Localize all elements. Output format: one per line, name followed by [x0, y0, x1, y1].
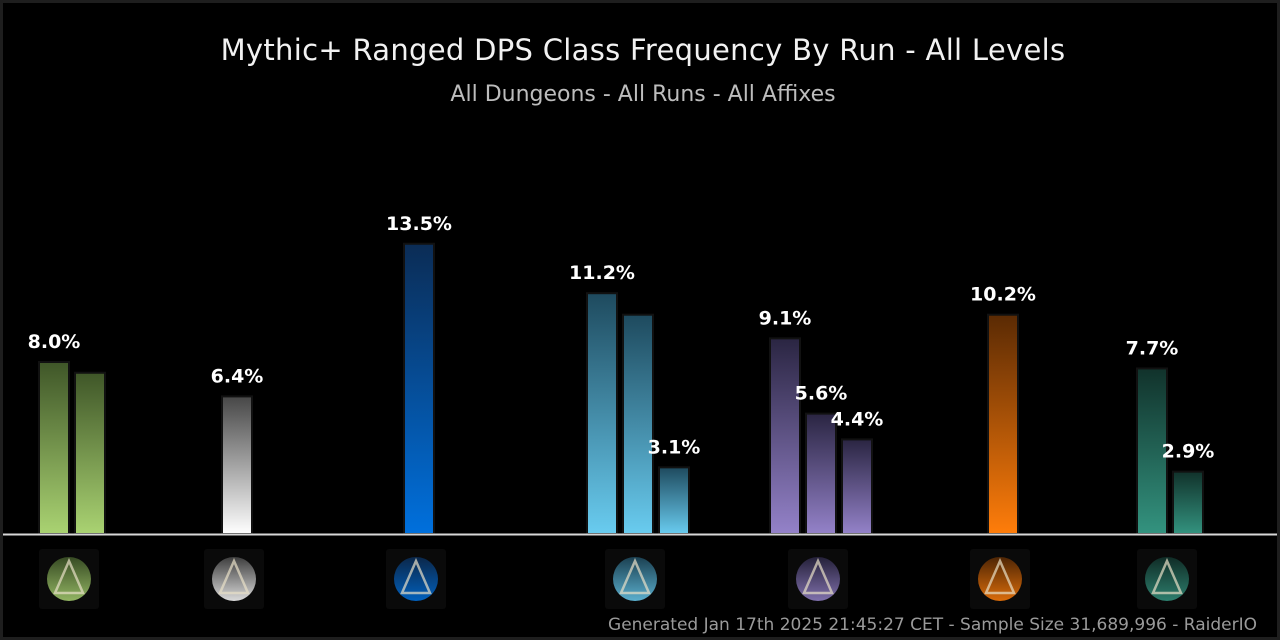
druid-claw-icon [970, 549, 1030, 609]
evoker-dragon-icon [1137, 549, 1197, 609]
data-label: 8.0% [28, 331, 81, 353]
data-label: 3.1% [648, 436, 701, 458]
data-label: 2.9% [1162, 441, 1215, 463]
chart-subtitle: All Dungeons - All Runs - All Affixes [450, 82, 836, 107]
bar-priest-shield-1 [221, 395, 253, 535]
chart-title: Mythic+ Ranged DPS Class Frequency By Ru… [220, 33, 1066, 67]
bar-mage-staff-2 [622, 313, 654, 536]
warlock-tentacle-icon [788, 549, 848, 609]
data-label: 13.5% [386, 213, 452, 235]
data-label: 6.4% [211, 365, 264, 387]
priest-shield-icon [204, 549, 264, 609]
data-label: 7.7% [1126, 337, 1179, 359]
shaman-totem-icon [386, 549, 446, 609]
bar-warlock-tentacle-2 [805, 412, 837, 536]
bar-hunter-bow-1 [38, 361, 70, 535]
mage-staff-icon [605, 549, 665, 609]
bar-druid-claw-1 [987, 313, 1019, 536]
footer-credits: Generated Jan 17th 2025 21:45:27 CET - S… [608, 615, 1257, 635]
bar-mage-staff-3 [658, 466, 690, 536]
data-label: 9.1% [759, 307, 812, 329]
bar-evoker-dragon-2 [1172, 470, 1204, 535]
bar-warlock-tentacle-1 [769, 337, 801, 535]
data-label: 4.4% [831, 408, 884, 430]
data-label: 10.2% [970, 284, 1036, 306]
bar-hunter-bow-2 [74, 371, 106, 535]
data-label: 11.2% [569, 262, 635, 284]
data-label: 5.6% [795, 383, 848, 405]
hunter-bow-icon [39, 549, 99, 609]
bar-shaman-totem-1 [403, 242, 435, 535]
bar-mage-staff-1 [586, 292, 618, 536]
bar-warlock-tentacle-3 [841, 438, 873, 535]
bar-chart: 8.0% 6.4% 13.5% 11.2% 3.1% 9.1% 5.6% 4.4% 10.2% 7… [3, 213, 1277, 609]
